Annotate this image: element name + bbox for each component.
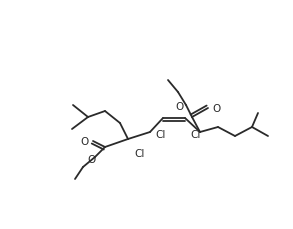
- Text: Cl: Cl: [134, 148, 144, 158]
- Text: O: O: [88, 154, 96, 164]
- Text: Cl: Cl: [156, 129, 166, 139]
- Text: O: O: [81, 136, 89, 146]
- Text: O: O: [176, 101, 184, 112]
- Text: O: O: [212, 104, 220, 114]
- Text: Cl: Cl: [190, 129, 200, 139]
